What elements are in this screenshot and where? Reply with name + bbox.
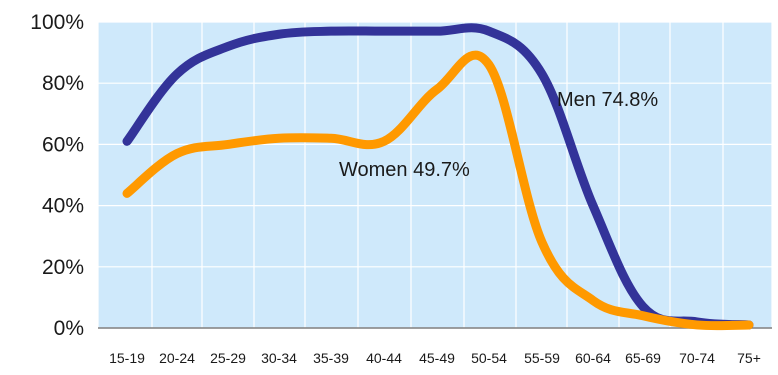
x-tick-label: 15-19 — [109, 350, 145, 366]
y-tick-label: 80% — [42, 72, 84, 95]
x-tick-label: 35-39 — [313, 350, 349, 366]
y-tick-label: 100% — [30, 11, 84, 34]
women-series-label: Women 49.7% — [339, 159, 470, 181]
women-series-line — [122, 50, 754, 331]
y-tick-label: 40% — [42, 195, 84, 218]
x-tick-label: 55-59 — [524, 350, 560, 366]
x-tick-label: 70-74 — [679, 350, 715, 366]
y-tick-label: 20% — [42, 256, 84, 279]
y-axis-tick-labels: 0% 20% 40% 60% 80% 100% — [30, 11, 84, 340]
men-series-line — [122, 23, 754, 330]
series-layer — [122, 23, 754, 331]
plot-area — [98, 22, 772, 328]
x-tick-label: 25-29 — [210, 350, 246, 366]
y-tick-label: 0% — [54, 317, 84, 340]
x-tick-label: 30-34 — [261, 350, 297, 366]
x-axis-tick-labels: 15-19 20-24 25-29 30-34 35-39 40-44 45-49 50-54… — [109, 350, 761, 366]
x-tick-label: 60-64 — [575, 350, 611, 366]
men-series-label: Men 74.8% — [557, 89, 658, 111]
x-tick-label: 50-54 — [471, 350, 507, 366]
x-tick-label: 40-44 — [366, 350, 402, 366]
x-tick-label: 20-24 — [159, 350, 195, 366]
x-tick-label: 65-69 — [625, 350, 661, 366]
y-tick-label: 60% — [42, 133, 84, 156]
x-tick-label: 75+ — [737, 350, 761, 366]
x-tick-label: 45-49 — [419, 350, 455, 366]
